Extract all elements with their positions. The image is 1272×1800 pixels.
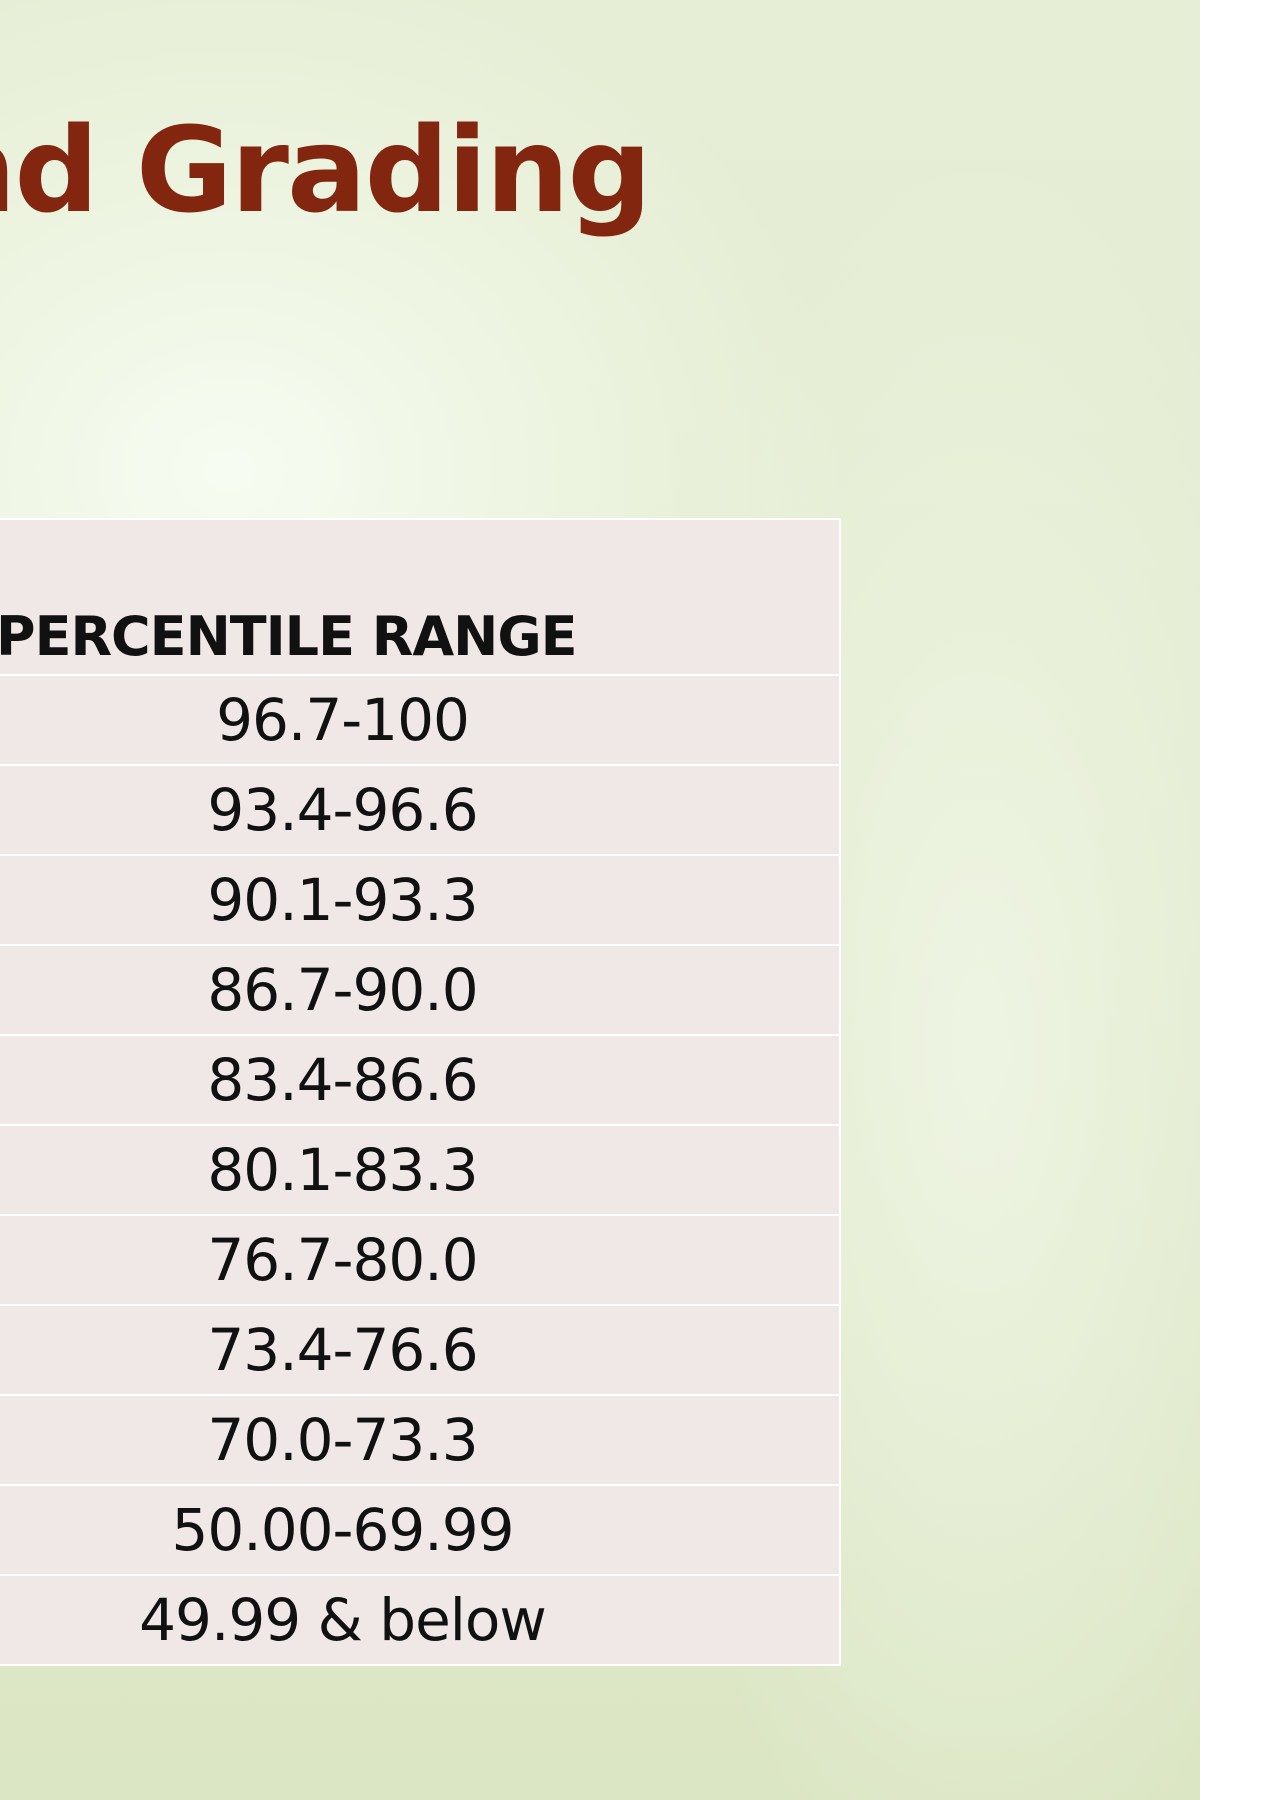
percentile-range-cell: 50.00-69.99 bbox=[0, 1485, 840, 1576]
percentile-range-header: PERCENTILE RANGE bbox=[0, 519, 840, 676]
table-row: 50.00-69.99 bbox=[0, 1485, 840, 1576]
percentile-range-cell: 93.4-96.6 bbox=[0, 765, 840, 856]
grading-table: PERCENTILE RANGE 96.7-100 93.4-96.6 90.1… bbox=[0, 518, 841, 1666]
grading-table-body: 96.7-100 93.4-96.6 90.1-93.3 86.7-90.0 8… bbox=[0, 675, 840, 1665]
table-row: 80.1-83.3 bbox=[0, 1125, 840, 1216]
percentile-range-cell: 76.7-80.0 bbox=[0, 1215, 840, 1306]
percentile-range-cell: 86.7-90.0 bbox=[0, 945, 840, 1036]
percentile-range-cell: 49.99 & below bbox=[139, 1586, 547, 1654]
percentile-range-cell: 90.1-93.3 bbox=[0, 855, 840, 946]
percentile-range-cell: 96.7-100 bbox=[0, 675, 840, 766]
percentile-range-cell: 73.4-76.6 bbox=[0, 1305, 840, 1396]
percentile-range-cell: 70.0-73.3 bbox=[0, 1395, 840, 1486]
percentile-range-cell: 80.1-83.3 bbox=[0, 1125, 840, 1216]
table-row: 93.4-96.6 bbox=[0, 765, 840, 856]
table-row: 90.1-93.3 bbox=[0, 855, 840, 946]
table-row: 49.99 & below bbox=[0, 1575, 840, 1665]
table-row: 73.4-76.6 bbox=[0, 1305, 840, 1396]
table-row: 86.7-90.0 bbox=[0, 945, 840, 1036]
slide: nd Grading PERCENTILE RANGE 96.7-100 93.… bbox=[0, 0, 1200, 1800]
table-row: 76.7-80.0 bbox=[0, 1215, 840, 1306]
percentile-range-cell: 83.4-86.6 bbox=[0, 1035, 840, 1126]
table-row: 70.0-73.3 bbox=[0, 1395, 840, 1486]
slide-title: nd Grading bbox=[0, 101, 652, 239]
table-header-row: PERCENTILE RANGE bbox=[0, 519, 840, 676]
table-row: 83.4-86.6 bbox=[0, 1035, 840, 1126]
table-row: 96.7-100 bbox=[0, 675, 840, 766]
grading-table-head: PERCENTILE RANGE bbox=[0, 519, 840, 676]
